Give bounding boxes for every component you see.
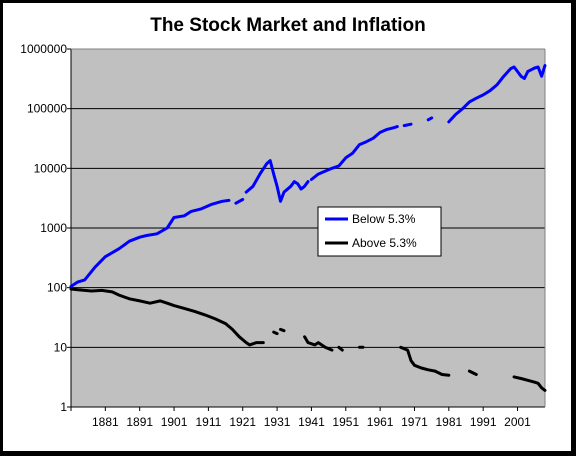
x-tick-label: 1991 bbox=[470, 415, 497, 429]
x-tick-label: 1911 bbox=[195, 415, 221, 429]
series-above bbox=[69, 287, 547, 392]
legend-label-above: Above 5.3% bbox=[352, 236, 417, 250]
legend-label-below: Below 5.3% bbox=[352, 212, 416, 226]
series-line-segment bbox=[303, 335, 334, 352]
x-tick-label: 1951 bbox=[332, 415, 359, 429]
series-layer bbox=[69, 64, 547, 392]
series-line-segment bbox=[447, 64, 547, 124]
y-tick-label: 1000 bbox=[40, 221, 67, 235]
x-tick-label: 1921 bbox=[229, 415, 256, 429]
series-line-segment bbox=[467, 369, 478, 376]
series-line-segment bbox=[399, 345, 451, 377]
y-tick-label: 10000 bbox=[34, 161, 68, 175]
series-line-segment bbox=[69, 287, 265, 347]
series-line-segment bbox=[279, 327, 286, 333]
series-line-segment bbox=[512, 375, 547, 392]
y-tick-label: 10 bbox=[54, 340, 68, 354]
x-tick-label: 1901 bbox=[161, 415, 188, 429]
series-line-segment bbox=[272, 330, 279, 336]
x-tick-label: 1891 bbox=[126, 415, 153, 429]
y-tick-label: 1000000 bbox=[20, 42, 67, 56]
legend-box bbox=[317, 206, 442, 257]
legend: Below 5.3% Above 5.3% bbox=[317, 206, 442, 257]
x-tick-label: 2001 bbox=[504, 415, 531, 429]
axes bbox=[67, 48, 546, 411]
x-tick-label: 1881 bbox=[92, 415, 119, 429]
chart-title: The Stock Market and Inflation bbox=[150, 15, 426, 36]
y-tick-label: 1 bbox=[60, 400, 67, 414]
series-line-segment bbox=[309, 125, 399, 181]
y-tick-label: 100000 bbox=[27, 102, 67, 116]
x-tick-label: 1981 bbox=[435, 415, 462, 429]
x-tick-label: 1971 bbox=[401, 415, 428, 429]
y-tick-label: 100 bbox=[47, 281, 67, 295]
y-axis-tick-labels: 1 10 100 1000 10000 100000 1000000 bbox=[20, 42, 67, 414]
series-line-segment bbox=[244, 159, 310, 203]
series-line-segment bbox=[234, 198, 245, 205]
series-line-segment bbox=[69, 198, 231, 288]
x-tick-label: 1941 bbox=[298, 415, 325, 429]
series-line-segment bbox=[402, 122, 413, 128]
series-line-segment bbox=[337, 345, 344, 352]
series-below bbox=[69, 64, 547, 288]
x-tick-label: 1931 bbox=[264, 415, 291, 429]
x-axis-tick-labels: 1881 1891 1901 1911 1921 1931 1941 1951 1961 1971… bbox=[92, 415, 531, 429]
series-line-segment bbox=[426, 116, 434, 122]
x-tick-label: 1961 bbox=[367, 415, 394, 429]
